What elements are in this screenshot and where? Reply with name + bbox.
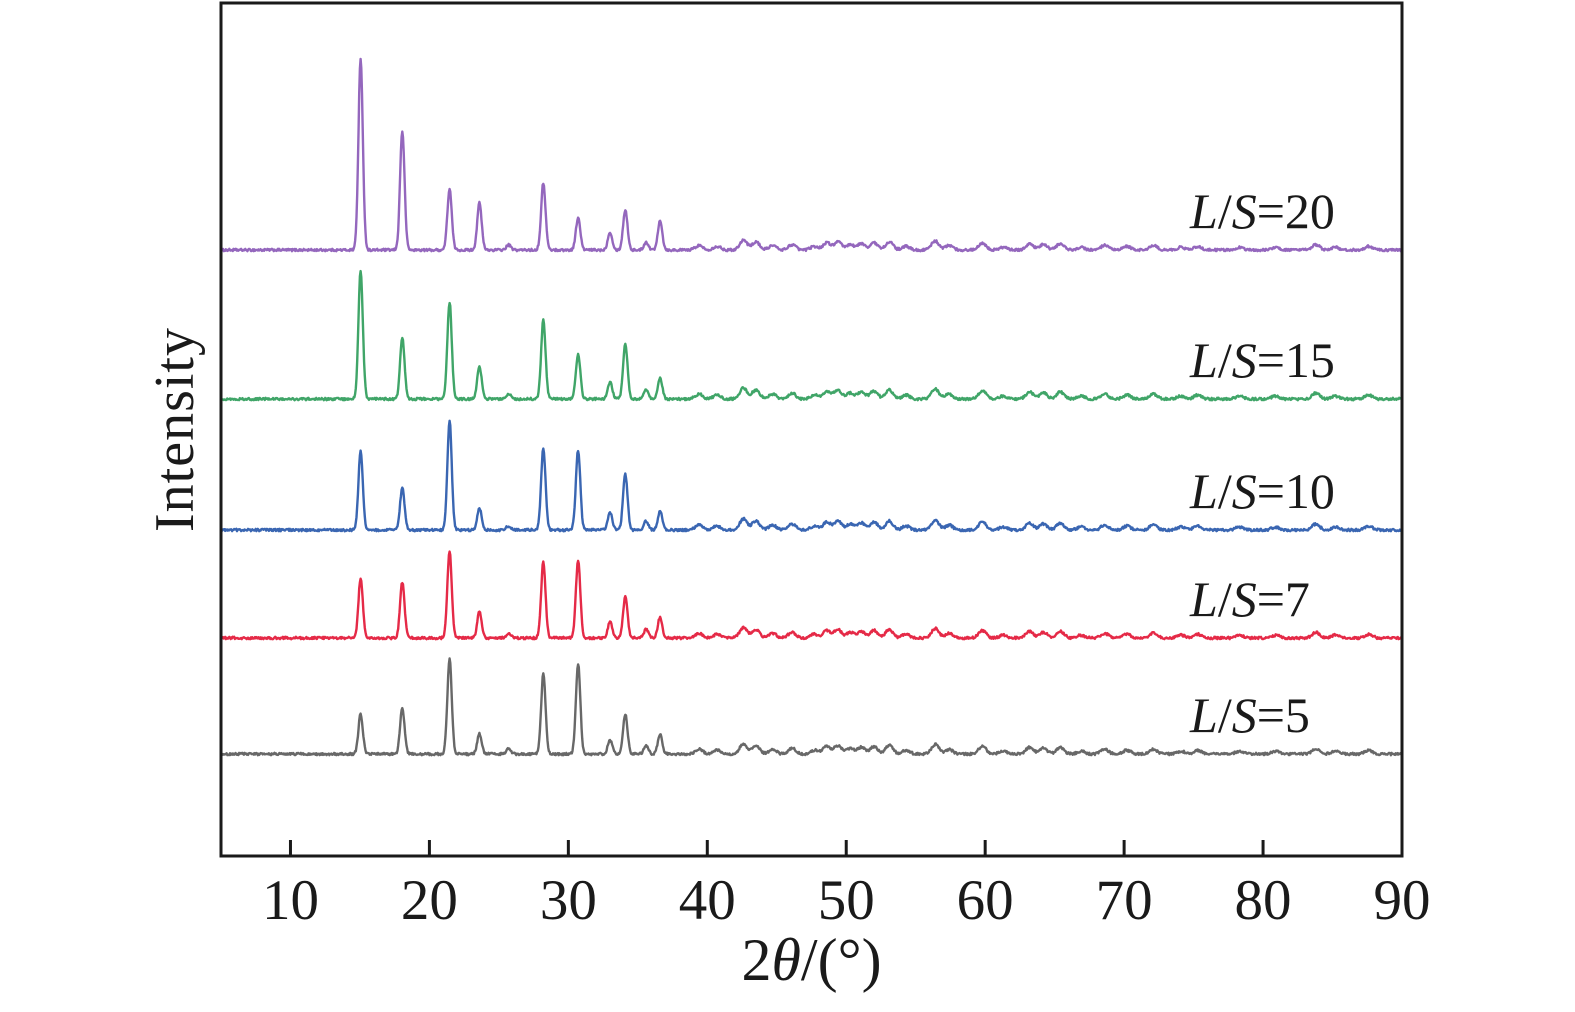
xrd-trace-l-s-7 <box>220 550 1404 641</box>
series-label-part: S <box>1231 183 1257 239</box>
x-tick-label-70: 70 <box>1095 869 1153 932</box>
x-axis-title-prefix: 2 <box>741 927 772 993</box>
series-label-part: L <box>1190 332 1218 388</box>
series-label-part: =20 <box>1256 183 1335 239</box>
x-tick-label-90: 90 <box>1373 869 1431 932</box>
series-label-part: L <box>1190 183 1218 239</box>
series-label-part: / <box>1217 332 1232 388</box>
x-tick-label-50: 50 <box>817 869 875 932</box>
series-label-part: S <box>1231 463 1257 519</box>
xrd-trace-l-s-20 <box>219 57 1403 253</box>
y-axis-title: Intensity <box>144 327 206 532</box>
series-label-part: L <box>1190 463 1218 519</box>
xrd-trace-l-s-10 <box>220 419 1403 533</box>
series-label-part: / <box>1217 463 1232 519</box>
theta-symbol: θ <box>771 927 801 993</box>
x-axis-title: 2θ/(°) <box>221 926 1402 995</box>
x-tick-label-60: 60 <box>956 869 1014 932</box>
series-label-l-s-7: L/S=7 <box>1190 574 1310 624</box>
series-label-part: / <box>1217 687 1232 743</box>
x-axis-title-suffix: /(°) <box>800 927 882 993</box>
series-label-part: S <box>1231 571 1257 627</box>
x-tick-label-20: 20 <box>400 869 458 932</box>
series-label-part: =7 <box>1256 571 1310 627</box>
series-label-l-s-20: L/S=20 <box>1190 186 1335 236</box>
series-label-l-s-15: L/S=15 <box>1190 335 1335 385</box>
xrd-trace-l-s-5 <box>220 657 1403 757</box>
series-label-part: =15 <box>1256 332 1335 388</box>
xrd-trace-l-s-15 <box>219 269 1403 402</box>
series-label-part: L <box>1190 687 1218 743</box>
y-axis-title-wrap: Intensity <box>140 3 210 856</box>
series-label-part: =10 <box>1256 463 1335 519</box>
series-label-l-s-10: L/S=10 <box>1190 466 1335 516</box>
x-tick-label-40: 40 <box>678 869 736 932</box>
series-label-part: / <box>1217 183 1232 239</box>
x-tick-label-10: 10 <box>261 869 319 932</box>
series-label-part: =5 <box>1256 687 1310 743</box>
series-label-part: L <box>1190 571 1218 627</box>
series-label-part: / <box>1217 571 1232 627</box>
x-tick-label-30: 30 <box>539 869 597 932</box>
series-label-part: S <box>1231 332 1257 388</box>
series-label-l-s-5: L/S=5 <box>1190 690 1310 740</box>
plot-frame <box>219 1 1404 858</box>
x-tick-label-80: 80 <box>1234 869 1292 932</box>
series-label-part: S <box>1231 687 1257 743</box>
